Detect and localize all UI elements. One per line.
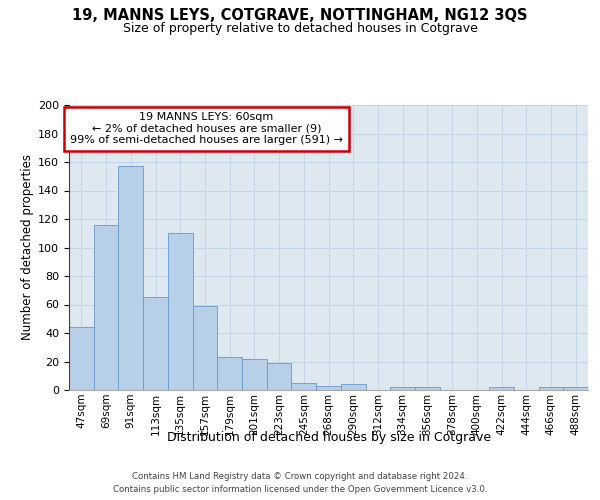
Text: Contains HM Land Registry data © Crown copyright and database right 2024.: Contains HM Land Registry data © Crown c… <box>132 472 468 481</box>
Bar <box>341 384 365 390</box>
Bar <box>143 298 168 390</box>
Text: 19 MANNS LEYS: 60sqm
← 2% of detached houses are smaller (9)
99% of semi-detache: 19 MANNS LEYS: 60sqm ← 2% of detached ho… <box>70 112 343 146</box>
Text: Distribution of detached houses by size in Cotgrave: Distribution of detached houses by size … <box>167 431 491 444</box>
Y-axis label: Number of detached properties: Number of detached properties <box>21 154 34 340</box>
Bar <box>168 233 193 390</box>
Bar <box>292 383 316 390</box>
Bar <box>267 363 292 390</box>
Bar <box>415 387 440 390</box>
Text: Size of property relative to detached houses in Cotgrave: Size of property relative to detached ho… <box>122 22 478 35</box>
Bar <box>193 306 217 390</box>
Bar <box>242 358 267 390</box>
Bar <box>316 386 341 390</box>
Bar <box>563 387 588 390</box>
Bar <box>539 387 563 390</box>
Bar <box>390 387 415 390</box>
Text: Contains public sector information licensed under the Open Government Licence v3: Contains public sector information licen… <box>113 485 487 494</box>
Bar <box>69 328 94 390</box>
Bar <box>217 357 242 390</box>
Bar <box>489 387 514 390</box>
Bar <box>118 166 143 390</box>
Bar <box>94 224 118 390</box>
Text: 19, MANNS LEYS, COTGRAVE, NOTTINGHAM, NG12 3QS: 19, MANNS LEYS, COTGRAVE, NOTTINGHAM, NG… <box>72 8 528 22</box>
